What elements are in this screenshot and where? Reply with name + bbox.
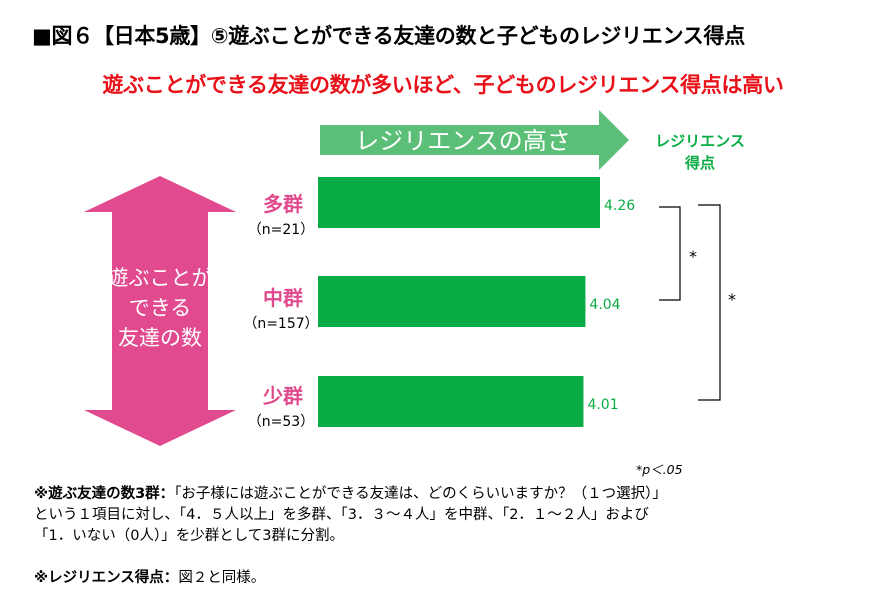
group-label-mid: 中群	[263, 286, 303, 310]
significance-bracket-inner	[659, 206, 681, 301]
notes: ※遊ぶ友達の数3群：「お子様には遊ぶことができる友達は、どのくらいいますか？（１…	[34, 484, 884, 589]
resilience-arrow	[320, 110, 629, 170]
value-axis-title-line1: レジリエンス	[655, 132, 745, 150]
significance-note: *p＜.05	[636, 462, 683, 477]
bar-mid	[318, 276, 586, 327]
value-label-low: 4.01	[587, 397, 618, 413]
value-label-high: 4.26	[604, 198, 635, 214]
friends-count-arrow-label-line3: 友達の数	[118, 326, 202, 350]
note-resilience-text: 図２と同様。	[178, 570, 266, 586]
note-friends-groups-label: ※遊ぶ友達の数3群：	[34, 486, 175, 502]
resilience-arrow-label: レジリエンスの高さ	[355, 127, 571, 155]
value-label-mid: 4.04	[589, 297, 620, 313]
friends-count-arrow	[84, 176, 236, 446]
significance-bracket-outer	[698, 204, 721, 401]
chart-title: ■図６【日本5歳】⑤遊ぶことができる友達の数と子どものレジリエンス得点	[32, 24, 745, 48]
bar-high	[318, 177, 600, 228]
note-friends-groups-line2: という１項目に対し、「4．５人以上」を多群、「3．３〜４人」を中群、「2．１〜２…	[34, 507, 649, 523]
significance-mark-outer: *	[728, 290, 736, 309]
note-friends-groups-question: 「お子様には遊ぶことができる友達は、どのくらいいますか？（１つ選択）」	[174, 486, 667, 502]
note-friends-groups-line1: ※遊ぶ友達の数3群：「お子様には遊ぶことができる友達は、どのくらいいますか？（１…	[34, 484, 884, 505]
friends-count-arrow-label-line2: できる	[129, 296, 192, 320]
note-resilience-score: ※レジリエンス得点：図２と同様。	[34, 568, 884, 589]
note-resilience-label: ※レジリエンス得点：	[34, 570, 179, 586]
group-label-low: 少群	[262, 384, 303, 408]
significance-mark-inner: *	[689, 247, 697, 266]
note-friends-groups-line3: 「1．いない（0人）」を少群として3群に分割。	[34, 528, 344, 544]
chart-subtitle: 遊ぶことができる友達の数が多いほど、子どものレジリエンス得点は高い	[102, 73, 784, 97]
bar-low	[318, 376, 584, 427]
value-axis-title-line2: 得点	[684, 154, 715, 172]
friends-count-arrow-label-line1: 遊ぶことが	[108, 266, 213, 290]
group-n-mid: （n=157）	[243, 316, 318, 332]
group-label-high: 多群	[263, 192, 303, 216]
group-n-high: （n=21）	[248, 222, 314, 238]
group-n-low: （n=53）	[248, 414, 314, 430]
